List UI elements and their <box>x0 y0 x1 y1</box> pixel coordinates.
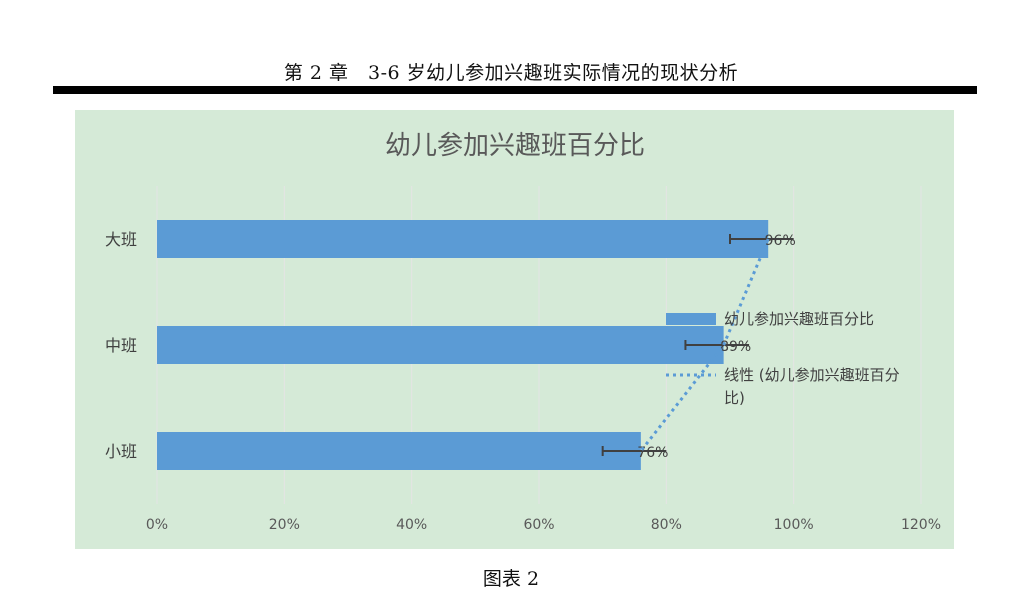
x-tick-label: 120% <box>901 517 941 533</box>
x-tick-label: 100% <box>774 517 814 533</box>
header-rule <box>53 86 977 94</box>
page-header: 第 2 章 3-6 岁幼儿参加兴趣班实际情况的现状分析 <box>283 62 739 84</box>
error-bar <box>601 446 667 456</box>
data-label: 76% <box>637 445 668 461</box>
category-label: 小班 <box>105 442 137 461</box>
category-label: 大班 <box>105 230 137 249</box>
bar <box>157 220 769 258</box>
bar-chart: 幼儿参加兴趣班百分比 0% 20% 40% 60% 80% 100% 120% 大班 96% 中班… <box>105 131 941 533</box>
x-tick-label: 20% <box>269 517 300 533</box>
error-bar <box>729 234 794 244</box>
x-tick-label: 40% <box>396 517 427 533</box>
trendline <box>639 238 770 452</box>
legend-label-series: 幼儿参加兴趣班百分比 <box>724 310 874 328</box>
figure-caption: 图表 2 <box>482 568 540 590</box>
error-bar <box>684 340 750 350</box>
chart-title: 幼儿参加兴趣班百分比 <box>385 131 645 161</box>
x-tick-label: 80% <box>651 517 682 533</box>
x-tick-label: 60% <box>523 517 554 533</box>
bar <box>157 326 724 364</box>
legend-label-trendline: 线性 (幼儿参加兴趣班百分比) <box>724 366 900 407</box>
x-tick-label: 0% <box>146 517 168 533</box>
data-label: 96% <box>765 233 796 249</box>
data-label: 89% <box>720 339 751 355</box>
chart-area: 幼儿参加兴趣班百分比 0% 20% 40% 60% 80% 100% 120% 大班 96% 中班… <box>75 110 954 549</box>
bar <box>157 432 641 470</box>
legend-swatch-bar <box>666 313 716 325</box>
category-label: 中班 <box>105 336 137 355</box>
